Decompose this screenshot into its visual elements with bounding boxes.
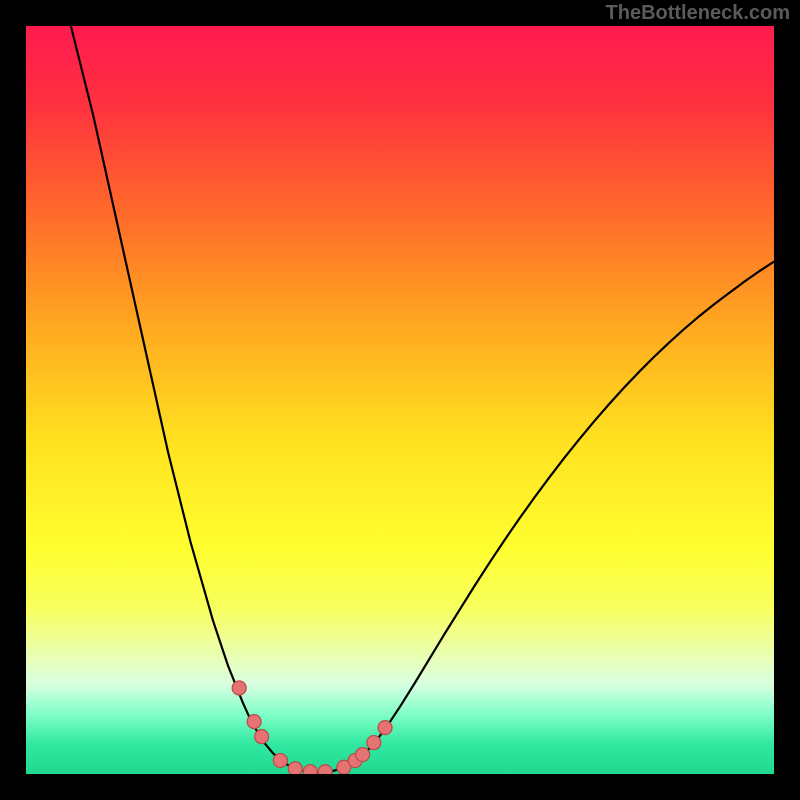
data-marker [247, 715, 261, 729]
watermark-text: TheBottleneck.com [606, 2, 790, 25]
data-marker [318, 765, 332, 774]
data-marker [255, 730, 269, 744]
data-markers [26, 26, 774, 774]
data-marker [303, 765, 317, 774]
data-marker [232, 681, 246, 695]
data-marker [273, 754, 287, 768]
data-marker [356, 748, 370, 762]
plot-area [26, 26, 774, 774]
data-marker [378, 721, 392, 735]
data-marker [367, 736, 381, 750]
data-marker [288, 762, 302, 774]
